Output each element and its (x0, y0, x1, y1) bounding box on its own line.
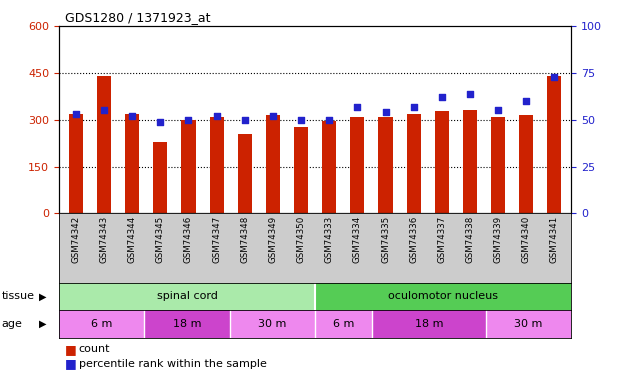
Bar (547, 76, 561, 213)
Text: 18 m: 18 m (415, 319, 443, 329)
Point (240, 117, 250, 123)
Point (493, 108, 503, 114)
Text: count: count (79, 345, 111, 354)
Text: ■: ■ (65, 343, 77, 356)
Point (71, 111, 81, 117)
Text: tissue: tissue (2, 291, 35, 302)
Text: GSM74333: GSM74333 (325, 216, 333, 263)
Bar (294, 127, 308, 213)
Text: GSM74345: GSM74345 (156, 216, 165, 263)
Point (296, 117, 306, 123)
Bar (315, 283, 571, 310)
Bar (230, 310, 315, 338)
Point (437, 94, 446, 100)
Bar (59, 310, 144, 338)
Bar (97, 76, 111, 213)
Text: 6 m: 6 m (333, 319, 355, 329)
Point (324, 117, 334, 123)
Text: ▶: ▶ (39, 291, 46, 302)
Point (184, 117, 194, 123)
Bar (322, 122, 336, 213)
Text: GSM74349: GSM74349 (268, 216, 278, 262)
Point (409, 104, 419, 110)
Bar (463, 111, 477, 213)
Text: GSM74342: GSM74342 (71, 216, 80, 263)
Text: 30 m: 30 m (514, 319, 543, 329)
Bar (238, 134, 252, 213)
Bar (407, 114, 420, 213)
Text: GSM74343: GSM74343 (99, 216, 109, 263)
Bar (486, 310, 571, 338)
Text: spinal cord: spinal cord (156, 291, 217, 302)
Bar (266, 115, 280, 213)
Text: 30 m: 30 m (258, 319, 287, 329)
Text: GSM74335: GSM74335 (381, 216, 390, 263)
Text: GSM74341: GSM74341 (550, 216, 559, 263)
Point (352, 104, 362, 110)
Bar (153, 142, 168, 213)
Text: GSM74347: GSM74347 (212, 216, 221, 263)
Text: percentile rank within the sample: percentile rank within the sample (79, 359, 267, 369)
Point (127, 113, 137, 119)
Point (268, 113, 278, 119)
Text: GSM74338: GSM74338 (466, 216, 474, 263)
Point (155, 118, 165, 124)
Bar (378, 117, 392, 213)
Text: ▶: ▶ (39, 319, 46, 329)
Text: GSM74346: GSM74346 (184, 216, 193, 263)
Text: GSM74350: GSM74350 (297, 216, 306, 263)
Bar (59, 283, 315, 310)
Text: 6 m: 6 m (91, 319, 112, 329)
Bar (144, 310, 230, 338)
Text: GSM74336: GSM74336 (409, 216, 418, 263)
Text: GSM74340: GSM74340 (522, 216, 531, 263)
Bar (519, 115, 533, 213)
Point (381, 110, 391, 116)
Text: GSM74339: GSM74339 (494, 216, 502, 262)
Bar (181, 120, 196, 213)
Bar (350, 117, 365, 213)
Bar (125, 114, 139, 213)
Bar (69, 114, 83, 213)
Bar (491, 117, 505, 213)
Text: GSM74348: GSM74348 (240, 216, 249, 263)
Text: ■: ■ (65, 357, 77, 370)
Bar (210, 117, 224, 213)
Point (212, 113, 222, 119)
Bar (315, 310, 372, 338)
Point (521, 98, 531, 104)
Text: 18 m: 18 m (173, 319, 201, 329)
Point (465, 91, 475, 97)
Bar (372, 310, 486, 338)
Point (550, 74, 560, 80)
Text: GSM74344: GSM74344 (128, 216, 137, 263)
Text: GSM74334: GSM74334 (353, 216, 362, 263)
Text: oculomotor nucleus: oculomotor nucleus (388, 291, 498, 302)
Text: GSM74337: GSM74337 (437, 216, 446, 263)
Text: GDS1280 / 1371923_at: GDS1280 / 1371923_at (65, 11, 211, 24)
Point (99, 108, 109, 114)
Text: age: age (2, 319, 23, 329)
Bar (435, 111, 449, 213)
